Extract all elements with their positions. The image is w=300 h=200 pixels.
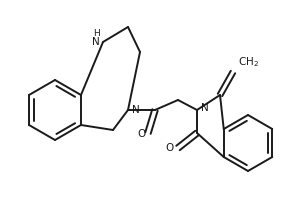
Text: N: N: [132, 105, 140, 115]
Text: N: N: [92, 37, 100, 47]
Text: N: N: [201, 103, 209, 113]
Text: O: O: [137, 129, 145, 139]
Text: O: O: [166, 143, 174, 153]
Text: H: H: [93, 28, 99, 38]
Text: CH$_2$: CH$_2$: [238, 55, 259, 69]
